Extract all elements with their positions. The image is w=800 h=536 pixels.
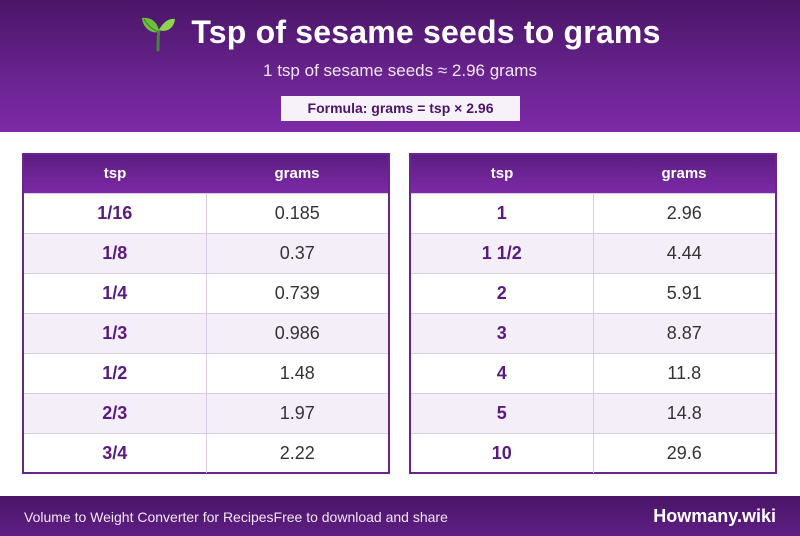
column-header-tsp: tsp [103, 165, 127, 182]
table-row: 10 29.6 [411, 433, 775, 473]
table-header: tsp grams [24, 155, 388, 193]
tsp-cell: 1 1/2 [411, 234, 594, 273]
table-row: 1/16 0.185 [24, 193, 388, 233]
tsp-cell: 1/3 [24, 314, 207, 353]
grams-cell: 0.739 [274, 283, 320, 303]
tsp-cell: 1/2 [24, 354, 207, 393]
table-row: 2 5.91 [411, 273, 775, 313]
table-body: 1/16 0.185 1/8 0.37 1/4 0.739 1/3 0.986 1/2 1… [24, 193, 388, 473]
grams-cell: 14.8 [666, 403, 702, 423]
column-header-tsp: tsp [490, 165, 514, 182]
grams-cell: 2.22 [279, 443, 315, 463]
conversion-table-left: tsp grams 1/16 0.185 1/8 0.37 1/4 0.739 1/3… [22, 153, 390, 474]
tsp-cell: 2/3 [24, 394, 207, 433]
grams-cell: 0.37 [279, 243, 315, 263]
tsp-cell: 3 [411, 314, 594, 353]
table-row: 1/8 0.37 [24, 233, 388, 273]
table-row: 3/4 2.22 [24, 433, 388, 473]
table-row: 1 2.96 [411, 193, 775, 233]
table-row: 1/2 1.48 [24, 353, 388, 393]
brand-link[interactable]: Howmany.wiki [653, 506, 776, 526]
table-row: 1 1/2 4.44 [411, 233, 775, 273]
grams-cell: 1.97 [279, 403, 315, 423]
table-body: 1 2.96 1 1/2 4.44 2 5.91 3 8.87 4 11.8 5 14.8 … [411, 193, 775, 473]
grams-cell: 5.91 [666, 283, 702, 303]
footer-bar: Volume to Weight Converter for RecipesFr… [0, 496, 800, 536]
column-header-grams: grams [274, 165, 320, 182]
grams-cell: 11.8 [667, 363, 702, 383]
sprout-icon [142, 17, 176, 52]
title-row: Tsp of sesame seeds to grams [0, 12, 800, 52]
tsp-cell: 10 [411, 434, 594, 473]
table-row: 5 14.8 [411, 393, 775, 433]
grams-cell: 2.96 [666, 203, 702, 223]
tsp-cell: 1/4 [24, 274, 207, 313]
grams-cell: 1.48 [279, 363, 315, 383]
page-title: Tsp of sesame seeds to grams [191, 13, 661, 50]
tsp-cell: 1/16 [24, 194, 207, 233]
page-subtitle: 1 tsp of sesame seeds ≈ 2.96 grams [263, 61, 537, 80]
tsp-cell: 3/4 [24, 434, 207, 473]
footer-description: Volume to Weight Converter for RecipesFr… [24, 509, 448, 525]
table-header: tsp grams [411, 155, 775, 193]
table-row: 2/3 1.97 [24, 393, 388, 433]
table-row: 1/4 0.739 [24, 273, 388, 313]
grams-cell: 0.185 [274, 203, 320, 223]
tsp-cell: 1 [411, 194, 594, 233]
grams-cell: 0.986 [274, 323, 320, 343]
table-row: 3 8.87 [411, 313, 775, 353]
grams-cell: 8.87 [666, 323, 702, 343]
grams-cell: 29.6 [666, 443, 702, 463]
tsp-cell: 4 [411, 354, 594, 393]
table-row: 1/3 0.986 [24, 313, 388, 353]
column-header-grams: grams [661, 165, 707, 182]
header-banner: Tsp of sesame seeds to grams 1 tsp of se… [0, 0, 800, 132]
tsp-cell: 2 [411, 274, 594, 313]
table-row: 4 11.8 [411, 353, 775, 393]
tsp-cell: 1/8 [24, 234, 207, 273]
grams-cell: 4.44 [666, 243, 702, 263]
formula-badge: Formula: grams = tsp × 2.96 [281, 96, 520, 121]
tsp-cell: 5 [411, 394, 594, 433]
